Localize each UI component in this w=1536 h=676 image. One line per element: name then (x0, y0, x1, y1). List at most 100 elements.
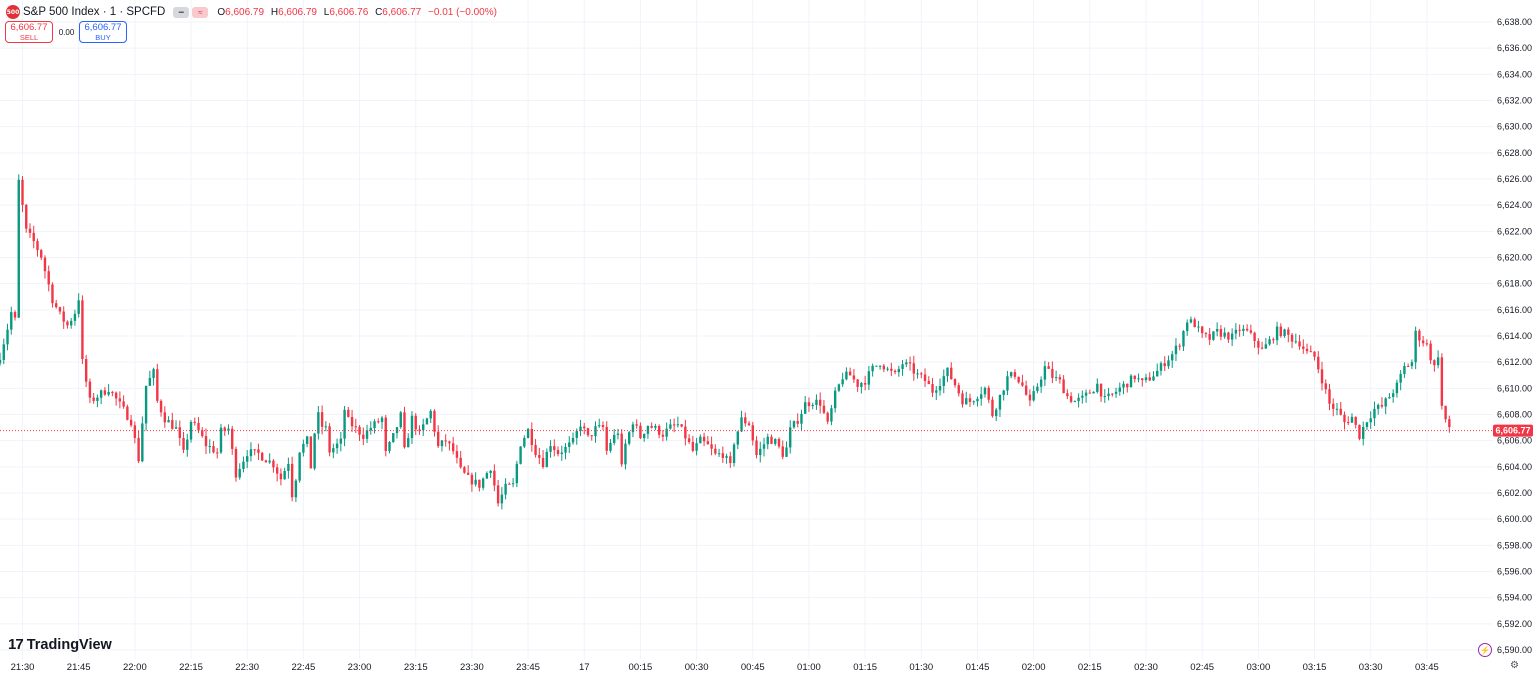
candle (369, 421, 372, 435)
candle (1204, 332, 1208, 338)
candle (287, 457, 290, 479)
high-label: H (270, 6, 279, 18)
candle (523, 435, 526, 449)
candle (1039, 376, 1043, 393)
close-value: 6,606.77 (382, 6, 422, 18)
x-tick-label: 01:00 (797, 662, 821, 673)
time-axis[interactable]: 21:30 21:45 22:00 22:15 22:30 22:45 23:00 23:15… (11, 662, 1439, 673)
candle (841, 372, 844, 387)
candle (1006, 370, 1009, 396)
candle (1376, 403, 1380, 415)
y-tick-label: 6,624.00 (1497, 200, 1532, 210)
candle (882, 363, 886, 373)
candle (466, 465, 470, 476)
y-tick-label: 6,636.00 (1497, 43, 1532, 53)
candle (253, 449, 256, 456)
gear-icon[interactable]: ⚙ (1510, 660, 1519, 671)
candle (620, 429, 623, 467)
candle (1294, 333, 1297, 344)
y-tick-label: 6,606.00 (1497, 436, 1532, 446)
candle (201, 427, 204, 438)
candle (714, 444, 717, 456)
candle (36, 238, 39, 257)
candle (298, 452, 301, 483)
x-tick-label: 21:30 (11, 662, 35, 673)
candle (144, 385, 148, 431)
candle (931, 378, 934, 398)
candle (1107, 387, 1110, 401)
candle (1365, 421, 1369, 431)
candle (1324, 379, 1327, 394)
candle (1189, 316, 1193, 324)
compare-icon[interactable]: ≈ (192, 6, 209, 18)
x-tick-label: 23:30 (460, 662, 484, 673)
candle (152, 367, 155, 386)
candle (1024, 380, 1028, 396)
candle (579, 419, 582, 437)
candle (1084, 389, 1088, 403)
candle (28, 223, 32, 238)
candle (613, 428, 616, 446)
y-tick-label: 6,616.00 (1497, 305, 1532, 315)
candle (189, 420, 193, 443)
candle (260, 451, 264, 461)
candle (1066, 389, 1069, 400)
sell-button[interactable]: 6,606.77 SELL (5, 21, 53, 43)
candle (1403, 362, 1406, 378)
candle (148, 370, 152, 386)
candle (1137, 373, 1140, 383)
candle (1208, 328, 1211, 345)
y-tick-label: 6,638.00 (1497, 17, 1532, 27)
candle (317, 406, 320, 440)
candle (1358, 424, 1361, 441)
candle (848, 367, 852, 376)
candle (953, 378, 957, 388)
candle (88, 378, 92, 404)
candle (58, 306, 62, 315)
candle (766, 433, 769, 450)
candle (84, 355, 88, 388)
candle (1219, 325, 1223, 341)
price-axis[interactable]: 6,590.00 6,592.00 6,594.00 6,596.00 6,598.00… (1497, 17, 1532, 655)
candle (403, 406, 406, 449)
candle (508, 482, 511, 485)
candle (1054, 370, 1058, 382)
buy-button[interactable]: 6,606.77 BUY (79, 21, 127, 43)
low-value: 6,606.76 (329, 6, 369, 18)
candle (935, 386, 938, 400)
candle (1425, 339, 1429, 347)
symbol-title[interactable]: S&P 500 Index · 1 · SPCFD (23, 6, 166, 18)
candle (62, 306, 65, 329)
high-value: 6,606.79 (278, 6, 317, 18)
candle (875, 365, 878, 367)
candle (586, 427, 590, 438)
candle (729, 451, 732, 468)
candle (863, 375, 867, 391)
candle (762, 437, 766, 457)
candle (676, 416, 680, 428)
minus-icon[interactable]: ━ (173, 6, 190, 18)
candle (598, 418, 601, 428)
candle (856, 378, 859, 392)
candle (354, 418, 358, 434)
lightning-icon[interactable]: ⚡ (1478, 643, 1492, 657)
candle (1126, 383, 1129, 393)
candle (40, 248, 43, 260)
candle (407, 433, 410, 448)
candle (1178, 343, 1181, 351)
candle (833, 387, 837, 413)
x-tick-label: 02:15 (1078, 662, 1102, 673)
x-tick-label: 00:30 (685, 662, 709, 673)
candle (1163, 356, 1166, 372)
candle (957, 382, 960, 397)
candle (227, 424, 230, 435)
x-tick-label: 22:45 (291, 662, 315, 673)
candle (1317, 351, 1320, 374)
x-tick-label: 17 (579, 662, 590, 673)
close-label: C (375, 6, 383, 18)
candle (1298, 334, 1301, 350)
tradingview-logo[interactable]: 17 TradingView (8, 636, 112, 653)
candle (609, 439, 612, 453)
candle (358, 424, 361, 441)
